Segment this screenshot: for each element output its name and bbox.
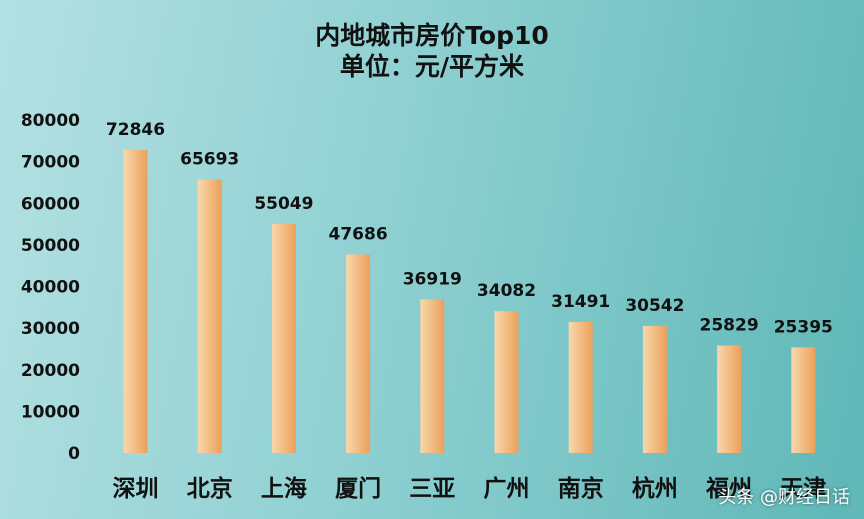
bar-10 xyxy=(791,347,816,453)
data-label: 34082 xyxy=(477,281,536,301)
bar-9 xyxy=(717,345,742,453)
x-tick-label: 厦门 xyxy=(335,475,381,502)
bar-4 xyxy=(346,254,371,453)
y-tick-label: 30000 xyxy=(21,319,80,339)
watermark: 头条 @财经日话 xyxy=(718,487,850,508)
bar-1 xyxy=(123,149,148,454)
x-tick-label: 杭州 xyxy=(632,475,678,502)
chart-subtitle: 单位：元/平方米 xyxy=(339,52,525,81)
y-tick-label: 20000 xyxy=(21,361,80,381)
data-label: 25829 xyxy=(700,315,759,335)
x-tick-label: 福州 xyxy=(705,476,752,502)
data-label: 65693 xyxy=(180,150,239,170)
bar-2 xyxy=(197,179,222,453)
data-label: 47686 xyxy=(329,225,388,245)
y-tick-label: 40000 xyxy=(21,278,80,298)
data-label: 72846 xyxy=(106,120,165,140)
y-axis: 0 10000 20000 30000 40000 50000 60000 70000 8000… xyxy=(21,111,80,464)
x-tick-label: 天津 xyxy=(780,475,826,502)
y-tick-label: 0 xyxy=(68,444,80,464)
bar-5 xyxy=(420,299,445,453)
x-tick-label: 上海 xyxy=(261,475,307,502)
data-label: 55049 xyxy=(254,194,313,214)
x-tick-label: 北京 xyxy=(187,475,233,502)
y-tick-label: 10000 xyxy=(21,402,80,422)
bar-3 xyxy=(271,223,296,453)
data-label: 30542 xyxy=(625,296,684,316)
bar-7 xyxy=(568,321,593,453)
y-tick-label: 50000 xyxy=(21,236,80,256)
y-tick-label: 60000 xyxy=(21,194,80,214)
x-tick-label: 广州 xyxy=(484,475,530,502)
bar-6 xyxy=(494,311,519,453)
data-label: 25395 xyxy=(774,317,833,337)
data-label: 31491 xyxy=(551,292,610,312)
bar-series: 72846 65693 55049 47686 36919 34082 31491 30542… xyxy=(106,120,833,454)
x-tick-label: 深圳 xyxy=(113,476,159,502)
x-axis: 深圳 北京 上海 厦门 三亚 广州 南京 杭州 福州 天津 xyxy=(113,475,827,502)
y-tick-label: 70000 xyxy=(21,153,80,173)
data-label: 36919 xyxy=(403,269,462,289)
chart-title-line1: 内地城市房价Top10 xyxy=(315,21,549,50)
x-tick-label: 南京 xyxy=(558,475,604,502)
x-tick-label: 三亚 xyxy=(409,476,455,502)
y-tick-label: 80000 xyxy=(21,111,80,131)
chart-title: 内地城市房价Top10 单位：元/平方米 xyxy=(0,20,864,82)
bar-8 xyxy=(642,325,667,453)
